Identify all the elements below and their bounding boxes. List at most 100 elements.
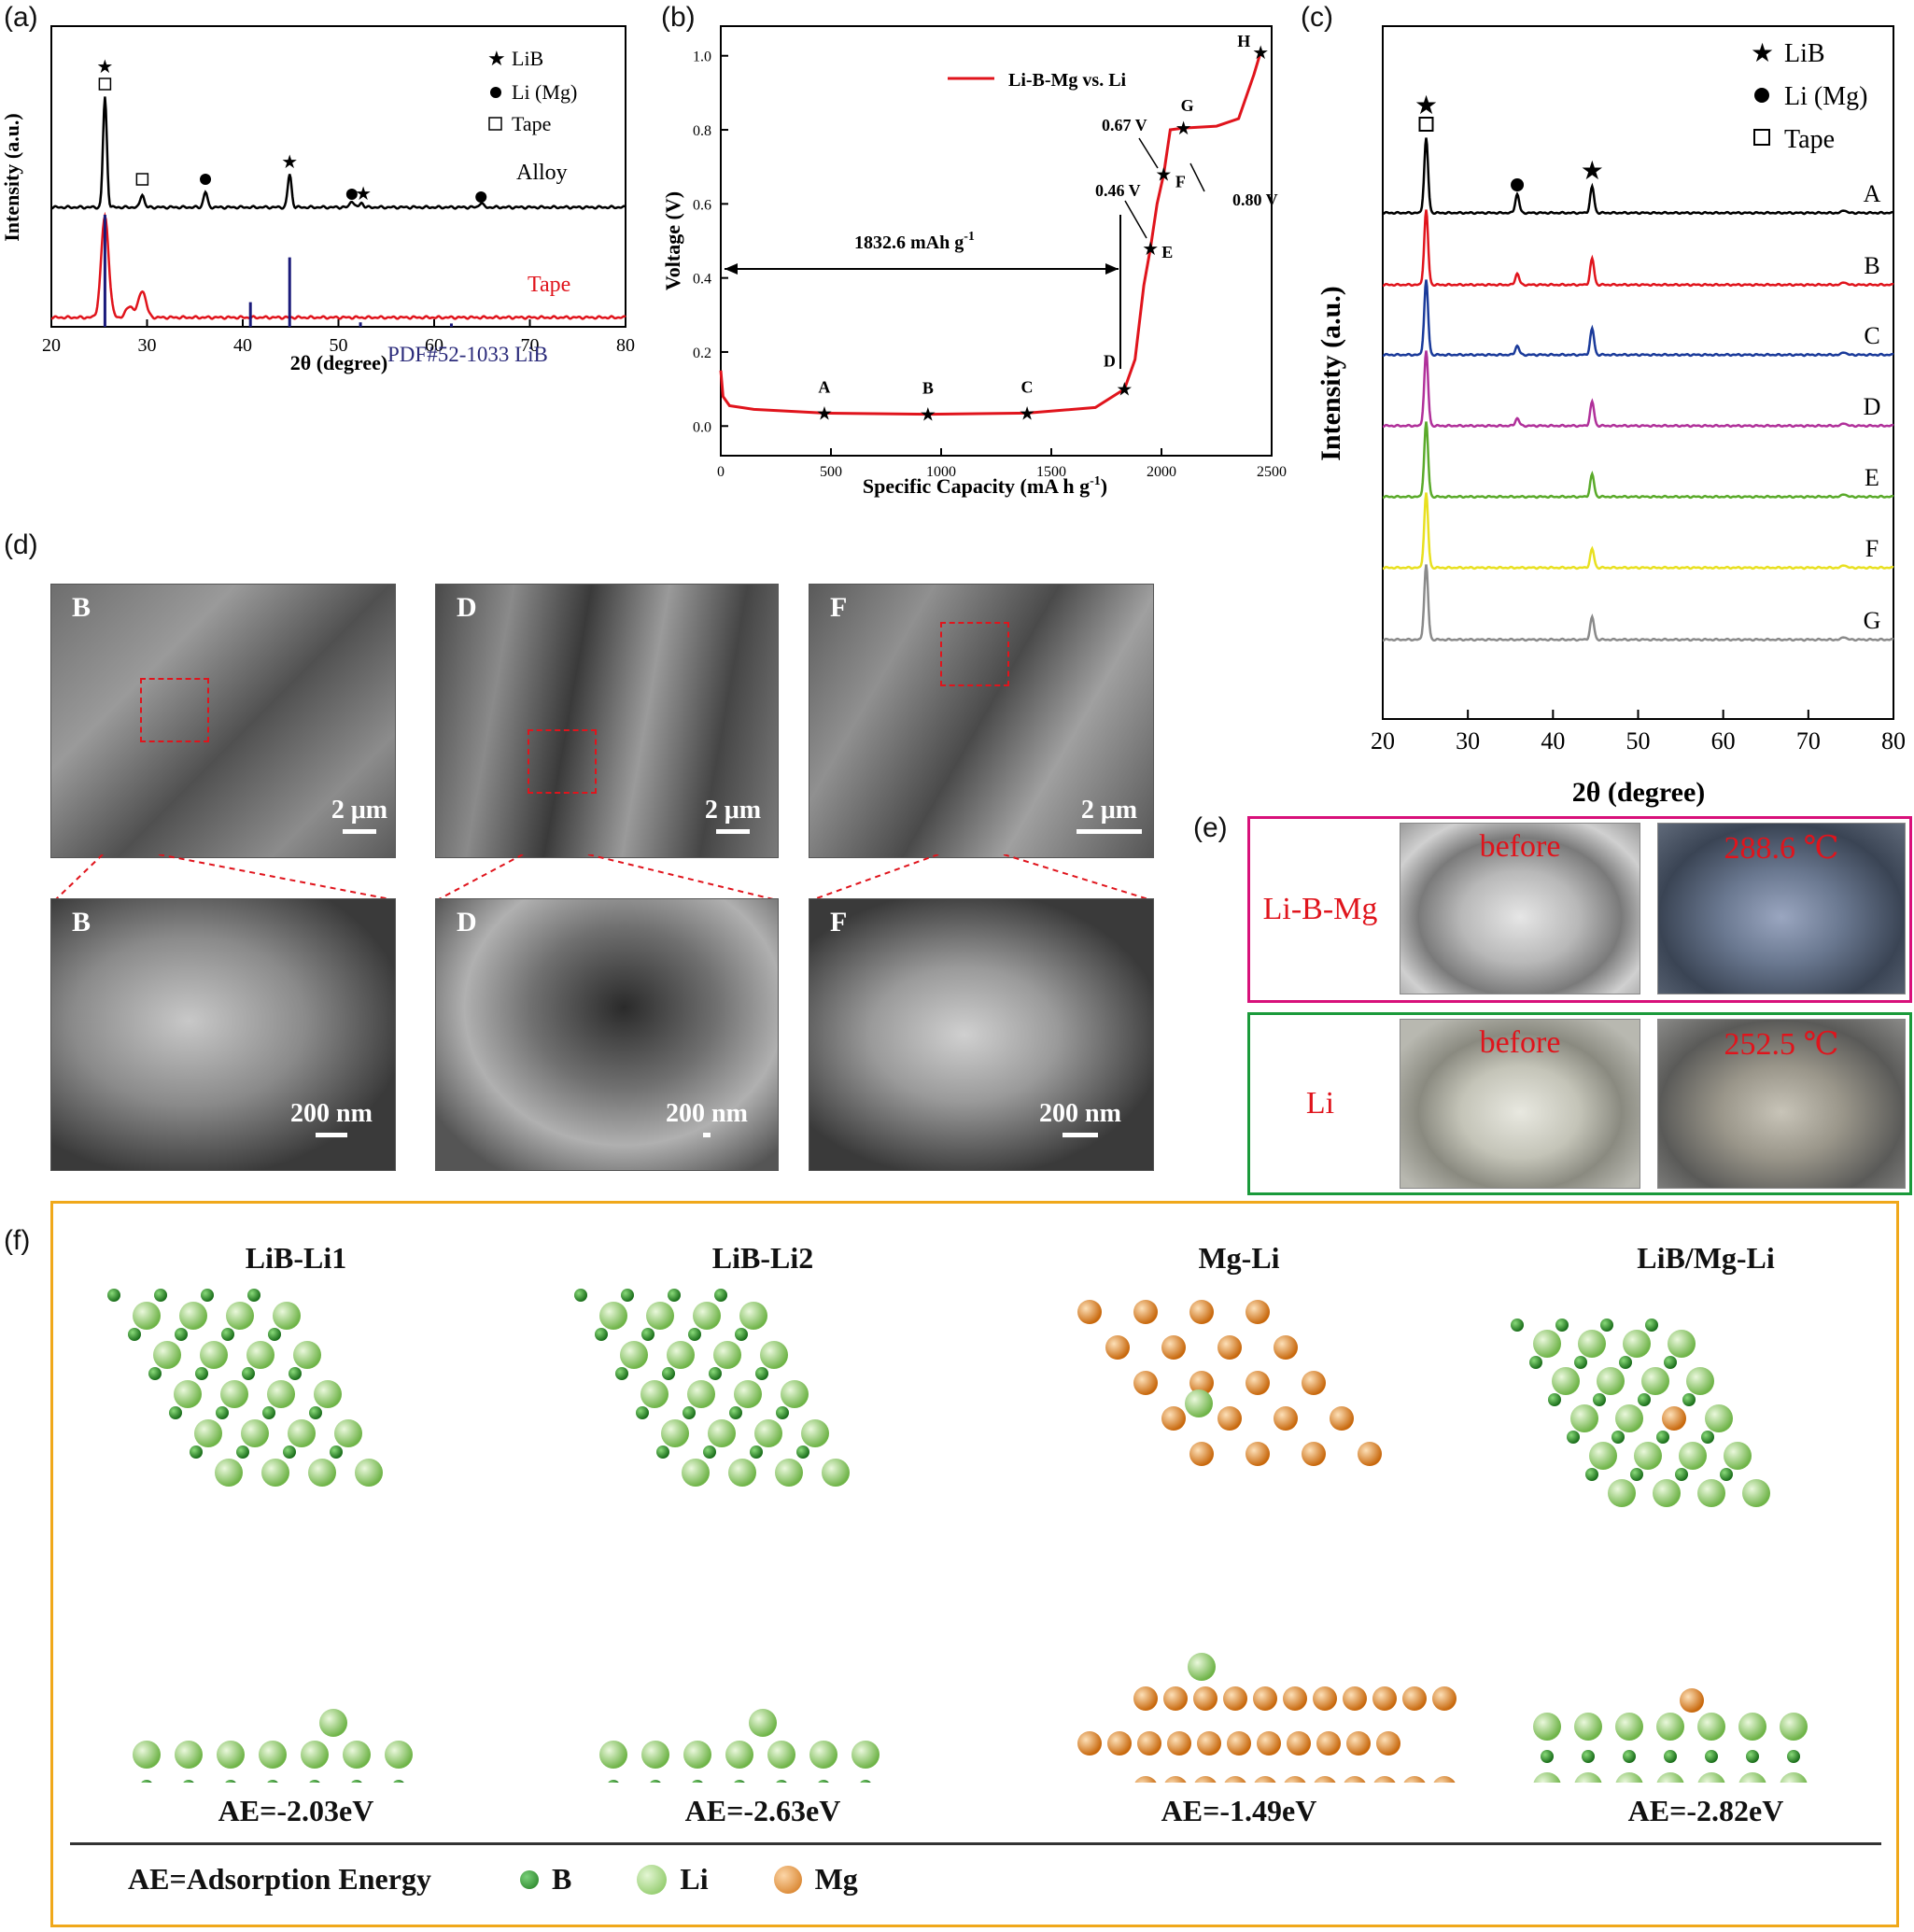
li-peak-marker — [1511, 178, 1525, 191]
xrd-trace — [1382, 209, 1894, 288]
y-tick-label: 1.0 — [693, 49, 711, 65]
sem-image-d-high: D 200 nm — [435, 898, 779, 1171]
sem-image-b-high: B 200 nm — [50, 898, 396, 1171]
li-b-mg-frame: Li-B-Mg before 288.6 ℃ — [1247, 816, 1912, 1003]
li-atom — [599, 1302, 627, 1330]
b-atom — [621, 1289, 634, 1302]
mg-atom — [1313, 1686, 1337, 1711]
voltage-annotation-046: 0.46 V — [1095, 181, 1141, 200]
mg-atom — [1107, 1731, 1132, 1756]
li-atom — [1738, 1772, 1766, 1783]
li-atom — [739, 1302, 767, 1330]
mg-atom — [1105, 1335, 1130, 1360]
b-atom — [1638, 1393, 1651, 1406]
li-atom — [1574, 1713, 1602, 1741]
b-atom — [735, 1328, 748, 1341]
b-atom — [107, 1289, 120, 1302]
b-atom — [641, 1328, 654, 1341]
point-label: D — [1104, 352, 1116, 371]
point-marker: ★ — [816, 403, 833, 424]
mg-atom — [1217, 1335, 1242, 1360]
li-atom — [1570, 1404, 1598, 1432]
trace-label: C — [1864, 322, 1879, 349]
li-atom — [734, 1380, 762, 1408]
b-atom — [283, 1445, 296, 1459]
lib-peak-marker: ★ — [1414, 92, 1438, 120]
mg-atom — [1376, 1731, 1400, 1756]
li-atom — [1533, 1713, 1561, 1741]
panel-a-legend-lib: LiB — [512, 47, 543, 70]
b-atom — [141, 1780, 152, 1783]
trace-label: B — [1864, 252, 1879, 279]
structure-title: Mg-Li — [1198, 1241, 1280, 1275]
li-atom — [687, 1380, 715, 1408]
li-atom — [775, 1459, 803, 1487]
li-atom — [1634, 1442, 1662, 1470]
x-tick-label: 50 — [330, 335, 348, 356]
b-atom — [668, 1289, 681, 1302]
scale-bar: 2 μm — [696, 796, 770, 834]
y-tick-label: 0.2 — [693, 346, 711, 361]
mg-atom — [1189, 1371, 1214, 1395]
x-tick-label: 20 — [1371, 727, 1395, 754]
atomic-structures — [107, 1289, 1808, 1783]
trace-label: A — [1864, 180, 1881, 207]
mg-atom — [1246, 1371, 1270, 1395]
li-atom — [308, 1459, 336, 1487]
li-atom — [288, 1419, 316, 1447]
li-atom — [822, 1459, 850, 1487]
b-atom — [650, 1780, 661, 1783]
panel-b-chart: 0 500 1000 1500 2000 2500 0.0 0.2 0.4 0.6 0.8 1.0 ★… — [661, 25, 1287, 498]
sem-tag: F — [830, 907, 848, 938]
legend-mg: Mg — [773, 1862, 858, 1897]
b-atom — [1682, 1393, 1696, 1406]
li-atom — [760, 1341, 788, 1369]
b-atom — [128, 1328, 141, 1341]
mg-atom — [1163, 1686, 1188, 1711]
b-atom — [1611, 1431, 1625, 1444]
b-atom — [574, 1289, 587, 1302]
mg-atom — [1402, 1686, 1427, 1711]
b-atom — [351, 1780, 362, 1783]
legend-star-icon: ★ — [1751, 39, 1774, 68]
b-atom — [183, 1780, 194, 1783]
x-tick-label: 80 — [616, 335, 635, 356]
mg-atom — [1217, 1406, 1242, 1431]
li-atom — [259, 1741, 287, 1769]
b-atom — [268, 1328, 281, 1341]
legend-li: Li — [637, 1862, 709, 1897]
li-atom — [1697, 1772, 1725, 1783]
structure-title: LiB/Mg-Li — [1637, 1241, 1775, 1275]
adsorption-energy: AE=-2.63eV — [684, 1794, 841, 1827]
li-atom — [215, 1459, 243, 1487]
b-atom — [1548, 1393, 1561, 1406]
xrd-trace — [1382, 421, 1894, 500]
li-atom — [153, 1341, 181, 1369]
tape-peak-marker — [135, 173, 149, 186]
mg-atom — [1302, 1371, 1326, 1395]
li-atom — [174, 1380, 202, 1408]
b-atom — [750, 1445, 763, 1459]
b-atom — [709, 1367, 722, 1380]
lib-peak-marker: ★ — [281, 152, 298, 173]
mg-atom — [1189, 1300, 1214, 1324]
mg-atom-icon — [773, 1865, 802, 1894]
lib-peak-marker: ★ — [1581, 157, 1604, 186]
voltage-annotation-080: 0.80 V — [1232, 190, 1278, 209]
mg-atom — [1287, 1731, 1311, 1756]
scale-bar: 200 nm — [285, 1099, 378, 1137]
li-atom — [385, 1741, 413, 1769]
li-atom — [749, 1709, 777, 1737]
b-atom — [1593, 1393, 1606, 1406]
mg-atom — [1316, 1731, 1341, 1756]
b-atom — [776, 1780, 787, 1783]
li-atom — [1615, 1713, 1643, 1741]
mg-atom — [1680, 1688, 1704, 1713]
legend-dot-icon — [490, 87, 501, 98]
b-atom — [734, 1780, 745, 1783]
panel-a-xlabel: 2θ (degree) — [290, 351, 388, 374]
b-atom — [688, 1328, 701, 1341]
b-atom — [175, 1328, 188, 1341]
xrd-trace — [1382, 137, 1894, 216]
panel-b-ylabel: Voltage (V) — [661, 191, 684, 290]
